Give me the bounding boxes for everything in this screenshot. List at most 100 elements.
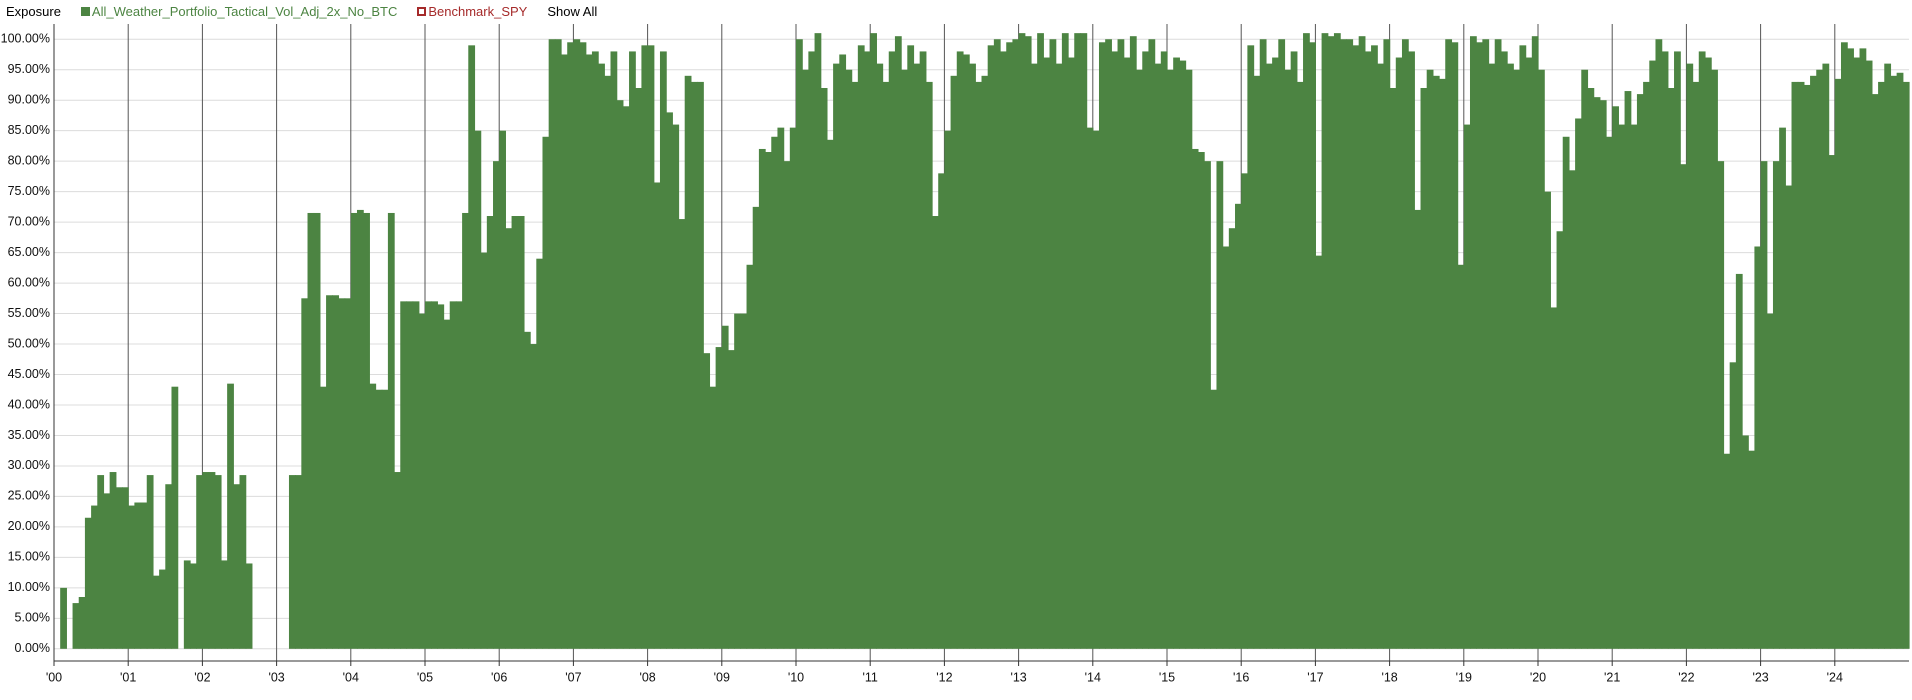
y-tick-label: 0.00% (15, 641, 50, 655)
bar (1439, 78, 1446, 649)
bar (1383, 39, 1391, 649)
bar (1358, 36, 1366, 649)
legend-item[interactable]: Benchmark_SPY (417, 4, 527, 19)
bar (1315, 255, 1323, 649)
bar (1661, 51, 1669, 649)
bar (486, 216, 494, 649)
bar (1575, 118, 1582, 649)
bar (1148, 39, 1156, 649)
bar (1346, 39, 1354, 649)
y-tick-label: 85.00% (8, 123, 50, 137)
bar (1680, 164, 1687, 649)
bar (1303, 33, 1310, 649)
bar (554, 39, 562, 649)
bar (295, 475, 302, 649)
bar (1445, 39, 1453, 649)
x-tick-label: '23 (1752, 670, 1768, 684)
x-tick-label: '14 (1085, 670, 1101, 684)
bar (727, 350, 735, 649)
bar (1235, 203, 1242, 649)
bar (530, 344, 537, 649)
bar (709, 386, 717, 649)
bar (1055, 63, 1063, 649)
bar (591, 51, 599, 649)
bar (975, 81, 983, 649)
bar (1587, 88, 1595, 649)
bar (1160, 51, 1168, 649)
legend-item[interactable]: All_Weather_Portfolio_Tactical_Vol_Adj_2… (80, 4, 397, 19)
bar (1401, 39, 1409, 649)
bar (78, 596, 86, 649)
bar (1247, 45, 1255, 649)
bar (987, 45, 995, 649)
bar (338, 298, 346, 649)
bar (1018, 33, 1026, 649)
bar (752, 206, 760, 649)
bar (344, 298, 352, 649)
bar (1649, 60, 1657, 649)
x-tick-label: '09 (714, 670, 730, 684)
bar (604, 75, 612, 649)
bar (1216, 161, 1224, 649)
bar (1185, 69, 1193, 649)
bar (1482, 39, 1490, 649)
bar (1538, 69, 1545, 649)
x-tick-label: '17 (1307, 670, 1323, 684)
bar (1519, 45, 1527, 649)
bar (1389, 88, 1397, 649)
show-all-button[interactable]: Show All (547, 3, 598, 19)
bar (517, 216, 525, 649)
bar (1568, 170, 1576, 649)
bar (573, 39, 581, 649)
bar (109, 472, 117, 649)
bar (1204, 161, 1211, 649)
bar (103, 493, 111, 649)
bar (1624, 91, 1632, 649)
bar (1284, 69, 1292, 649)
bar (1272, 57, 1279, 649)
bar (1717, 161, 1725, 649)
x-tick-label: '05 (417, 670, 433, 684)
bar (1080, 33, 1088, 649)
bar (1197, 152, 1205, 649)
bar (1748, 450, 1756, 649)
bar (672, 124, 680, 649)
bar (97, 475, 105, 649)
bar (1847, 48, 1854, 649)
bar (579, 42, 587, 649)
x-tick-label: '15 (1159, 670, 1175, 684)
bar (721, 325, 729, 649)
bar (746, 264, 754, 649)
bar (1766, 313, 1774, 649)
bar (678, 219, 686, 649)
bar (363, 212, 370, 649)
bar (1500, 51, 1508, 649)
bar (548, 39, 556, 649)
bar (1525, 57, 1533, 649)
bar (307, 212, 315, 649)
x-tick-label: '21 (1604, 670, 1620, 684)
bar (1507, 63, 1514, 649)
bar (1828, 155, 1836, 649)
bar (796, 39, 803, 649)
y-tick-label: 95.00% (8, 62, 50, 76)
bar (653, 182, 661, 649)
y-tick-label: 30.00% (8, 458, 50, 472)
bar (758, 148, 766, 649)
bar (313, 212, 321, 649)
bar (1544, 191, 1551, 649)
bar (765, 152, 772, 649)
bar (907, 45, 915, 649)
bar (462, 212, 469, 649)
bar (740, 313, 748, 649)
bar (369, 383, 377, 649)
bar (474, 130, 482, 649)
bar (1797, 81, 1805, 649)
bar (1643, 81, 1650, 649)
y-tick-label: 20.00% (8, 519, 50, 533)
bar (134, 502, 142, 649)
bar (288, 475, 296, 649)
bar (1371, 45, 1378, 649)
